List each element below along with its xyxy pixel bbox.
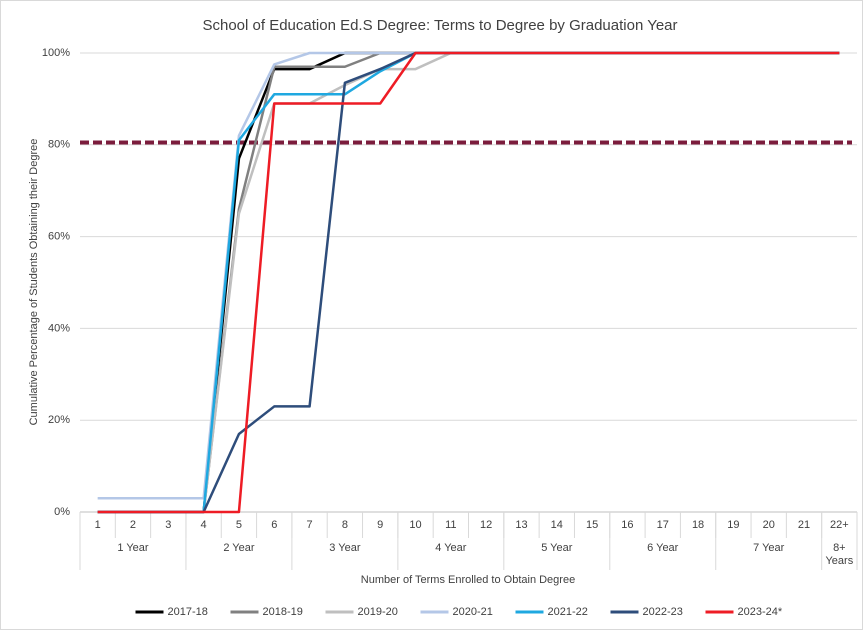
x-tick-label: 8 bbox=[342, 519, 348, 531]
group-label: 5 Year bbox=[541, 542, 573, 554]
group-label: 2 Year bbox=[223, 542, 255, 554]
x-tick-label: 16 bbox=[621, 519, 633, 531]
x-tick-label: 11 bbox=[445, 519, 456, 531]
group-label: 8+ Years bbox=[825, 542, 853, 567]
y-tick-label: 40% bbox=[48, 322, 70, 334]
x-axis-title: Number of Terms Enrolled to Obtain Degre… bbox=[361, 574, 575, 586]
x-tick-label: 1 bbox=[95, 519, 101, 531]
legend-label: 2017-18 bbox=[168, 606, 208, 618]
x-tick-label: 17 bbox=[657, 519, 669, 531]
group-label: 1 Year bbox=[117, 542, 149, 554]
legend-label: 2018-19 bbox=[263, 606, 303, 618]
x-tick-label: 14 bbox=[551, 519, 563, 531]
group-label: 7 Year bbox=[753, 542, 785, 554]
x-tick-label: 6 bbox=[271, 519, 277, 531]
group-label: 3 Year bbox=[329, 542, 361, 554]
chart-title: School of Education Ed.S Degree: Terms t… bbox=[202, 17, 677, 34]
y-tick-label: 100% bbox=[42, 47, 70, 59]
x-tick-label: 22+ bbox=[830, 519, 849, 531]
x-tick-label: 5 bbox=[236, 519, 242, 531]
x-tick-label: 9 bbox=[377, 519, 383, 531]
x-tick-label: 13 bbox=[515, 519, 527, 531]
x-tick-label: 20 bbox=[763, 519, 775, 531]
x-tick-label: 12 bbox=[480, 519, 492, 531]
x-tick-label: 2 bbox=[130, 519, 136, 531]
x-tick-label: 19 bbox=[727, 519, 739, 531]
x-tick-label: 7 bbox=[307, 519, 313, 531]
legend-label: 2019-20 bbox=[358, 606, 398, 618]
series-line bbox=[97, 51, 840, 514]
legend-label: 2021-22 bbox=[548, 606, 588, 618]
legend-label: 2020-21 bbox=[453, 606, 493, 618]
legend-label: 2022-23 bbox=[643, 606, 683, 618]
legend-label: 2023-24* bbox=[738, 606, 783, 618]
group-label: 6 Year bbox=[647, 542, 679, 554]
x-tick-label: 10 bbox=[409, 519, 421, 531]
y-tick-label: 0% bbox=[54, 506, 70, 518]
x-tick-label: 18 bbox=[692, 519, 704, 531]
x-tick-label: 3 bbox=[165, 519, 171, 531]
x-tick-label: 21 bbox=[798, 519, 810, 531]
y-tick-label: 80% bbox=[48, 139, 70, 151]
group-label: 4 Year bbox=[435, 542, 467, 554]
x-tick-label: 15 bbox=[586, 519, 598, 531]
y-tick-label: 20% bbox=[48, 414, 70, 426]
y-axis-title: Cumulative Percentage of Students Obtain… bbox=[28, 139, 40, 426]
y-tick-label: 60% bbox=[48, 231, 70, 243]
x-tick-label: 4 bbox=[201, 519, 207, 531]
